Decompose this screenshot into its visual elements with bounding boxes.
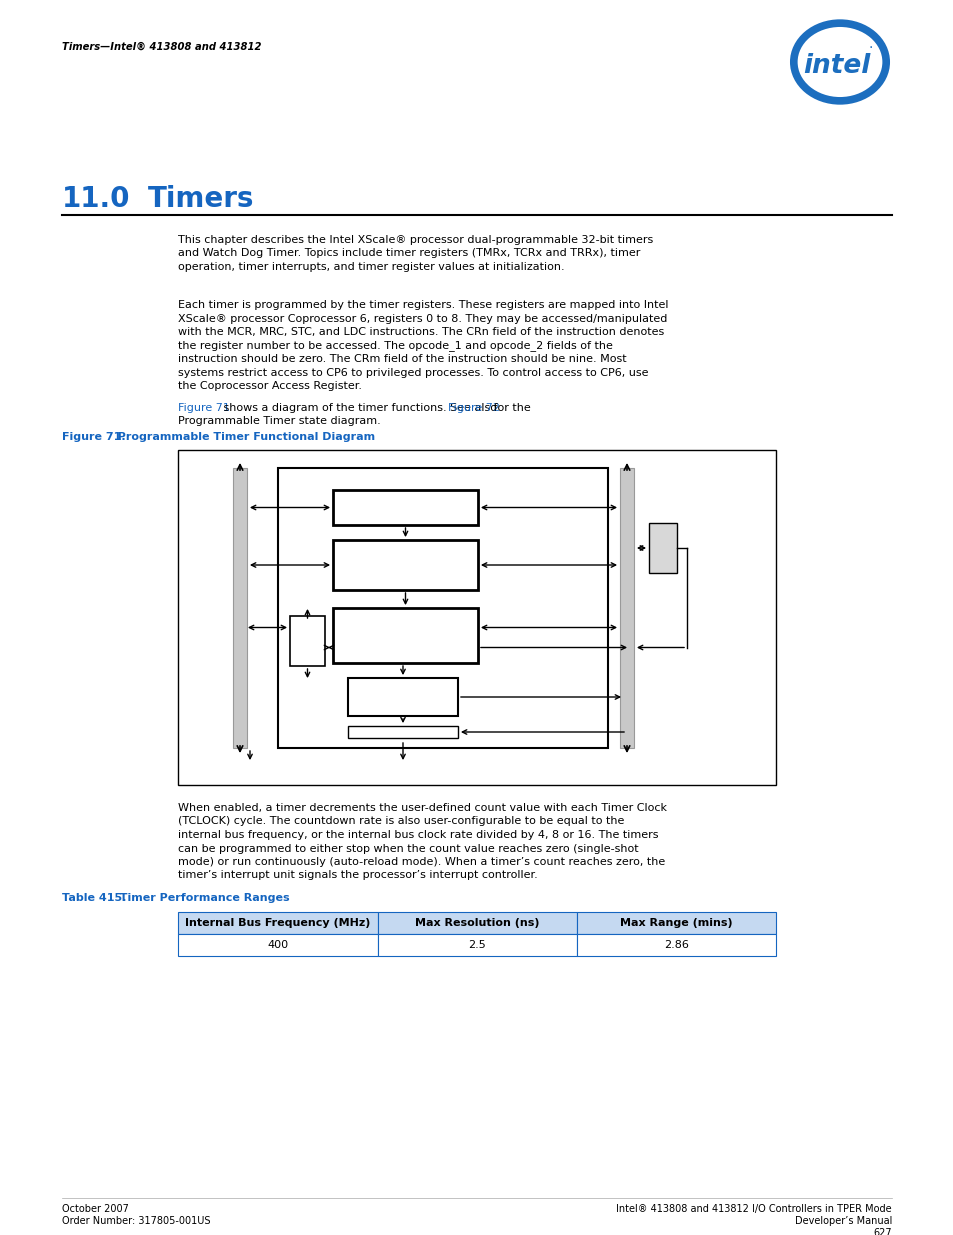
Bar — [178, 911, 377, 934]
Text: mode) or run continuously (auto-reload mode). When a timer’s count reaches zero,: mode) or run continuously (auto-reload m… — [178, 857, 664, 867]
Text: 11.0: 11.0 — [62, 185, 131, 212]
Text: Figure 72: Figure 72 — [448, 403, 499, 412]
Text: with the MCR, MRC, STC, and LDC instructions. The CRn field of the instruction d: with the MCR, MRC, STC, and LDC instruct… — [178, 327, 663, 337]
Text: When enabled, a timer decrements the user-defined count value with each Timer Cl: When enabled, a timer decrements the use… — [178, 803, 666, 813]
Text: internal bus frequency, or the internal bus clock rate divided by 4, 8 or 16. Th: internal bus frequency, or the internal … — [178, 830, 658, 840]
Text: (TCLOCK) cycle. The countdown rate is also user-configurable to be equal to the: (TCLOCK) cycle. The countdown rate is al… — [178, 816, 623, 826]
Text: Timer Performance Ranges: Timer Performance Ranges — [112, 893, 290, 903]
Bar — [619, 468, 634, 748]
Text: Developer’s Manual: Developer’s Manual — [794, 1216, 891, 1226]
Text: Max Range (mins): Max Range (mins) — [619, 918, 732, 927]
Text: Each timer is programmed by the timer registers. These registers are mapped into: Each timer is programmed by the timer re… — [178, 300, 668, 310]
Bar — [577, 934, 775, 956]
Bar — [178, 450, 775, 785]
Text: intel: intel — [802, 53, 870, 79]
Bar — [290, 616, 325, 666]
Bar — [577, 911, 775, 934]
Text: systems restrict access to CP6 to privileged processes. To control access to CP6: systems restrict access to CP6 to privil… — [178, 368, 648, 378]
Text: 400: 400 — [267, 940, 288, 950]
Bar — [377, 911, 577, 934]
Text: Intel® 413808 and 413812 I/O Controllers in TPER Mode: Intel® 413808 and 413812 I/O Controllers… — [616, 1204, 891, 1214]
Bar — [233, 468, 247, 748]
Text: This chapter describes the Intel XScale® processor dual-programmable 32-bit time: This chapter describes the Intel XScale®… — [178, 235, 653, 245]
Bar — [333, 490, 477, 525]
Text: 2.86: 2.86 — [663, 940, 688, 950]
Text: ·: · — [868, 41, 872, 56]
Bar — [277, 468, 607, 748]
Text: 2.5: 2.5 — [468, 940, 486, 950]
Text: and Watch Dog Timer. Topics include timer registers (TMRx, TCRx and TRRx), timer: and Watch Dog Timer. Topics include time… — [178, 248, 639, 258]
Text: timer’s interrupt unit signals the processor’s interrupt controller.: timer’s interrupt unit signals the proce… — [178, 871, 537, 881]
Text: instruction should be zero. The CRm field of the instruction should be nine. Mos: instruction should be zero. The CRm fiel… — [178, 354, 626, 364]
Text: Programmable Timer state diagram.: Programmable Timer state diagram. — [178, 416, 380, 426]
Text: can be programmed to either stop when the count value reaches zero (single-shot: can be programmed to either stop when th… — [178, 844, 638, 853]
Text: October 2007: October 2007 — [62, 1204, 129, 1214]
Text: Figure 71: Figure 71 — [178, 403, 230, 412]
Text: shows a diagram of the timer functions. See also: shows a diagram of the timer functions. … — [220, 403, 500, 412]
Bar — [333, 608, 477, 663]
Text: the Coprocessor Access Register.: the Coprocessor Access Register. — [178, 382, 361, 391]
Text: Internal Bus Frequency (MHz): Internal Bus Frequency (MHz) — [185, 918, 371, 927]
Text: Programmable Timer Functional Diagram: Programmable Timer Functional Diagram — [110, 432, 375, 442]
Text: Order Number: 317805-001US: Order Number: 317805-001US — [62, 1216, 211, 1226]
Text: Max Resolution (ns): Max Resolution (ns) — [415, 918, 539, 927]
Bar — [348, 678, 457, 716]
Bar — [178, 934, 377, 956]
Text: for the: for the — [490, 403, 530, 412]
Text: Timers: Timers — [148, 185, 254, 212]
Bar — [648, 522, 677, 573]
Text: XScale® processor Coprocessor 6, registers 0 to 8. They may be accessed/manipula: XScale® processor Coprocessor 6, registe… — [178, 314, 667, 324]
Text: operation, timer interrupts, and timer register values at initialization.: operation, timer interrupts, and timer r… — [178, 262, 564, 272]
Text: Table 415.: Table 415. — [62, 893, 126, 903]
Text: Timers—Intel® 413808 and 413812: Timers—Intel® 413808 and 413812 — [62, 42, 261, 52]
Text: the register number to be accessed. The opcode_1 and opcode_2 fields of the: the register number to be accessed. The … — [178, 341, 612, 352]
Bar — [348, 726, 457, 739]
Text: 627: 627 — [872, 1228, 891, 1235]
Bar — [377, 934, 577, 956]
Text: Figure 71.: Figure 71. — [62, 432, 126, 442]
Bar — [333, 540, 477, 590]
